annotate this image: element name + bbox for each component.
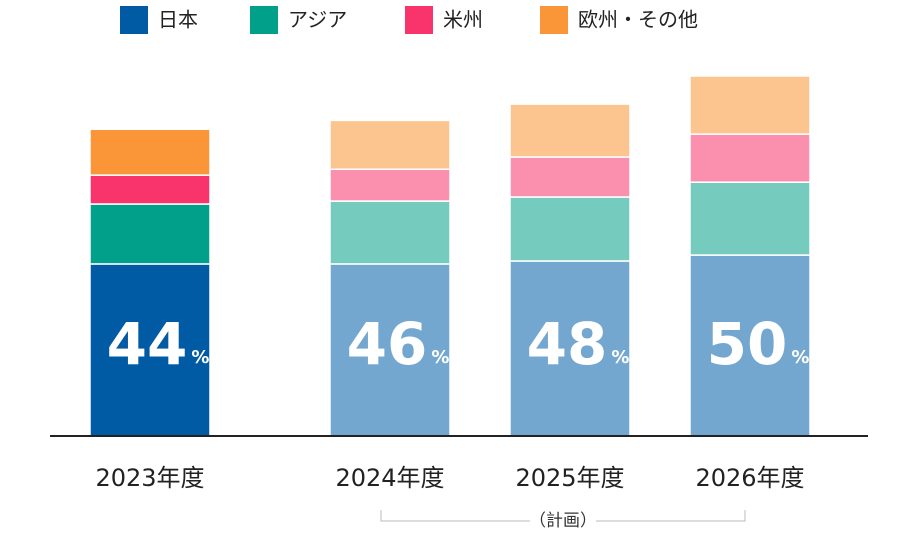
share-label: 46% — [347, 310, 450, 378]
share-label: 48% — [527, 310, 630, 378]
bar-segment — [89, 128, 211, 176]
legend-label: アジア — [288, 8, 347, 32]
legend-swatch — [250, 6, 278, 34]
bar-segment — [329, 119, 451, 170]
bar-segment — [329, 168, 451, 202]
share-unit: % — [791, 347, 809, 368]
share-value: 48 — [527, 310, 608, 378]
bar-segment — [89, 203, 211, 265]
bar-segment — [329, 263, 451, 437]
legend-label: 米州 — [443, 8, 483, 32]
legend-label: 欧州・その他 — [578, 8, 698, 32]
legend-label: 日本 — [158, 8, 198, 32]
bar-segment — [689, 181, 811, 256]
share-value: 44 — [107, 310, 188, 378]
bar-segment — [689, 133, 811, 183]
share-unit: % — [611, 347, 629, 368]
bar-segment — [689, 254, 811, 437]
plan-label: （計画） — [529, 511, 597, 531]
bar-segment — [329, 200, 451, 265]
share-unit: % — [191, 347, 209, 368]
legend-swatch — [120, 6, 148, 34]
x-tick-label: 2026年度 — [695, 464, 804, 492]
bar-segment — [509, 103, 631, 158]
plan-bracket — [380, 510, 746, 522]
x-tick-label: 2023年度 — [95, 464, 204, 492]
bar-segment — [509, 196, 631, 262]
bar-segment — [89, 174, 211, 205]
share-label: 50% — [707, 310, 810, 378]
share-value: 50 — [707, 310, 788, 378]
share-unit: % — [431, 347, 449, 368]
bar-segment — [689, 75, 811, 135]
x-tick-label: 2024年度 — [335, 464, 444, 492]
bar-segment — [509, 156, 631, 198]
x-tick-label: 2025年度 — [515, 464, 624, 492]
share-label: 44% — [107, 310, 210, 378]
bar-segment — [89, 263, 211, 437]
legend-swatch — [405, 6, 433, 34]
legend-swatch — [540, 6, 568, 34]
share-value: 46 — [347, 310, 428, 378]
